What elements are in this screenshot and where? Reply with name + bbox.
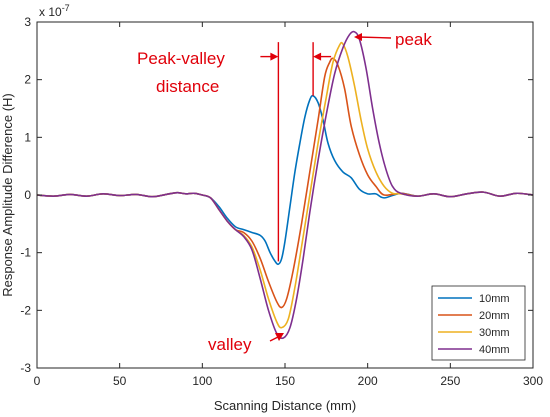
x-tick-label: 250 — [440, 374, 460, 388]
y-tick-label: -2 — [20, 303, 31, 317]
peak-valley-label-line2: distance — [156, 77, 219, 96]
x-axis-label: Scanning Distance (mm) — [214, 398, 356, 413]
y-axis-label: Response Amplitude Difference (H) — [0, 93, 15, 297]
y-axis: -3 -2 -1 0 1 2 3 — [20, 15, 533, 375]
distance-arrowhead-right — [313, 52, 322, 61]
legend-label: 30mm — [479, 327, 510, 339]
peak-label: peak — [395, 30, 432, 49]
legend: 10mm 20mm 30mm 40mm — [431, 285, 526, 361]
x-axis: 0 50 100 150 200 250 300 — [34, 22, 543, 388]
distance-arrowhead-left — [270, 52, 279, 61]
valley-label: valley — [208, 335, 252, 354]
series-line-40mm — [36, 30, 534, 340]
y-tick-label: 0 — [24, 188, 31, 202]
x-tick-label: 50 — [113, 374, 127, 388]
peak-arrow-line — [357, 36, 392, 39]
y-tick-label: -3 — [20, 361, 31, 375]
y-tick-label: 3 — [24, 15, 31, 29]
y-tick-label: 2 — [24, 73, 31, 87]
x-tick-label: 300 — [523, 374, 543, 388]
x-tick-label: 200 — [358, 374, 378, 388]
x-tick-label: 150 — [275, 374, 295, 388]
legend-label: 10mm — [479, 293, 510, 305]
legend-label: 20mm — [479, 310, 510, 322]
x-tick-label: 0 — [34, 374, 41, 388]
peak-arrowhead — [354, 33, 362, 41]
y-exponent-label: x 10-7 — [39, 3, 70, 19]
y-tick-label: -1 — [20, 246, 31, 260]
legend-label: 40mm — [479, 344, 510, 356]
peak-valley-label-line1: Peak-valley — [137, 49, 225, 68]
annotation-layer: Peak-valley distance peak valley — [137, 30, 432, 354]
x-tick-label: 100 — [192, 374, 212, 388]
y-tick-label: 1 — [24, 130, 31, 144]
series-layer — [36, 30, 534, 340]
valley-arrowhead — [275, 333, 284, 341]
